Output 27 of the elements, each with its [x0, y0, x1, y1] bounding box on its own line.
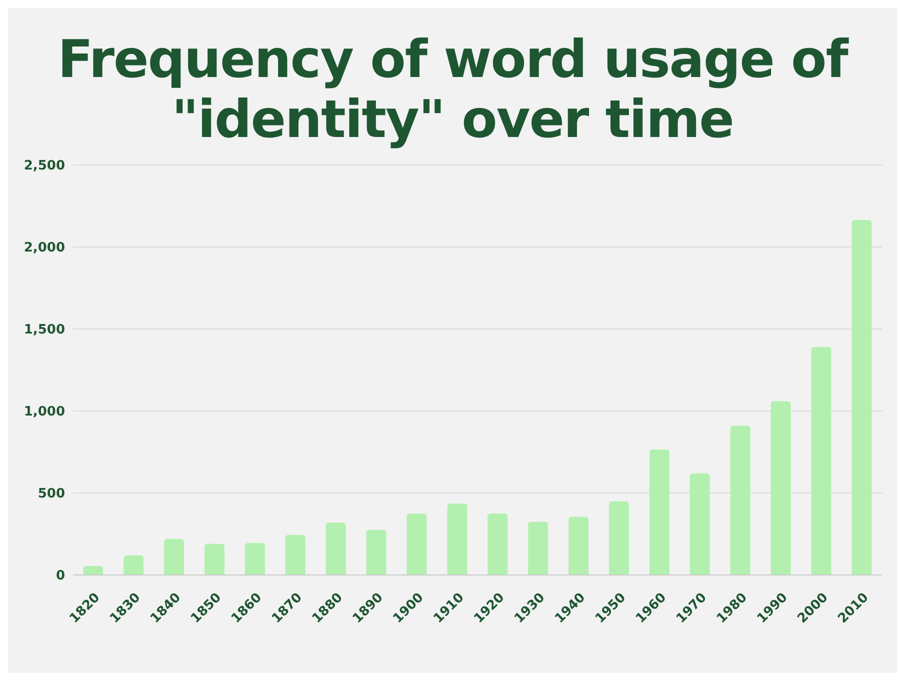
bar [406, 514, 427, 575]
bar [204, 544, 224, 575]
bar [770, 401, 791, 575]
bar [124, 555, 144, 575]
y-tick-label: 2,000 [24, 240, 65, 256]
y-tick-label: 1,000 [24, 404, 65, 420]
bar [488, 514, 508, 575]
bar [649, 450, 670, 575]
bar [568, 516, 589, 575]
y-tick-label: 1,500 [24, 322, 65, 338]
bar [447, 504, 468, 575]
chart-title: Frequency of word usage of "identity" over time [56, 29, 850, 150]
bar [811, 347, 832, 575]
bar [528, 522, 548, 575]
bar [285, 534, 306, 575]
y-tick-label: 2,500 [24, 158, 65, 174]
bar [164, 538, 184, 575]
bar [244, 543, 265, 575]
y-tick-label: 0 [56, 568, 65, 584]
bar [730, 426, 750, 575]
bar [690, 473, 710, 575]
bar [852, 220, 872, 575]
y-tick-label: 500 [38, 486, 65, 502]
bar [608, 501, 629, 575]
bar [83, 566, 104, 575]
bar [366, 530, 386, 575]
bar [326, 522, 346, 575]
